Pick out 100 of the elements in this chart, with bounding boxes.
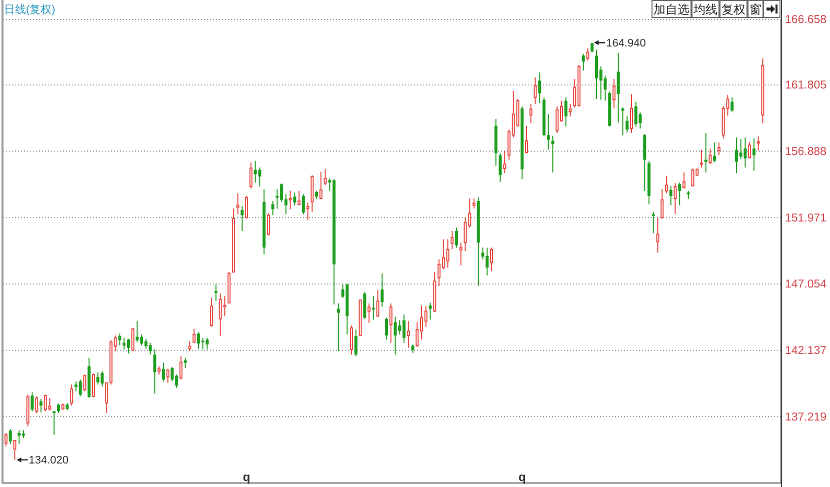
candlestick [538, 72, 542, 104]
candlestick [306, 202, 310, 220]
candlestick [730, 96, 734, 112]
candlestick [664, 175, 668, 194]
candlestick [218, 292, 222, 337]
candlestick [529, 104, 532, 124]
candlestick [708, 148, 712, 165]
candlestick [717, 142, 720, 156]
candlestick [96, 372, 100, 386]
y-tick-label: 161.805 [785, 80, 827, 92]
candlestick [83, 374, 86, 392]
y-tick-label: 137.219 [785, 411, 827, 424]
candlestick [525, 125, 528, 154]
x-tick-label: q [242, 470, 250, 484]
candlestick [428, 302, 432, 320]
candlestick [48, 397, 52, 412]
candlestick [118, 333, 122, 346]
candlestick [30, 392, 34, 412]
candlestick [162, 362, 165, 382]
candlestick [223, 296, 226, 317]
candlestick [634, 101, 638, 127]
candlestick [372, 296, 375, 320]
candlestick [105, 382, 108, 414]
candlestick [126, 338, 130, 354]
candlestick [376, 290, 380, 318]
candlestick [582, 53, 585, 72]
candlestick [704, 132, 708, 173]
candlestick [184, 357, 187, 368]
candlestick [472, 198, 476, 210]
y-tick-label: 147.054 [785, 278, 828, 291]
candlestick [249, 162, 252, 190]
candlestick [214, 284, 218, 302]
candlestick [503, 150, 506, 174]
candlestick [78, 379, 82, 397]
candlestick [298, 190, 301, 206]
x-tick-label: q [518, 470, 526, 484]
candlestick [100, 370, 104, 387]
candlestick [394, 316, 397, 355]
candlestick [406, 320, 410, 348]
y-tick-label: 142.137 [785, 344, 827, 357]
candlestick [691, 168, 694, 187]
button: 均线 [692, 0, 720, 18]
candlestick [324, 168, 327, 186]
candlestick [739, 138, 742, 160]
candlestick [498, 152, 502, 182]
candlestick [446, 238, 450, 268]
candlestick [674, 182, 677, 215]
candlestick [240, 205, 244, 232]
candlestick [652, 211, 655, 234]
candlestick [18, 430, 21, 444]
candlestick [660, 188, 664, 220]
candlestick [385, 317, 388, 340]
candlestick [148, 342, 152, 356]
candlestick [590, 42, 594, 53]
y-tick-label: 166.658 [785, 14, 827, 26]
candlestick [398, 320, 402, 335]
button: 复权 [720, 0, 748, 18]
candlestick [258, 166, 262, 187]
candlestick [368, 302, 371, 324]
candlestick [656, 217, 660, 254]
candlestick [424, 306, 428, 328]
candlestick [713, 142, 716, 163]
candlestick [556, 106, 559, 134]
y-tick-label: 151.971 [785, 212, 827, 224]
candlestick [616, 52, 620, 123]
candlestick [166, 368, 170, 384]
candlestick [254, 160, 257, 184]
candlestick [39, 398, 42, 413]
candlestick [534, 76, 537, 105]
candlestick [551, 135, 554, 173]
candlestick [56, 403, 60, 414]
candlestick [35, 396, 38, 414]
candlestick [266, 212, 270, 236]
candlestick [748, 141, 752, 159]
candlestick [170, 366, 174, 382]
candlestick [700, 149, 703, 168]
candlestick [336, 302, 340, 352]
candlestick [70, 384, 74, 406]
button: 加自选 [652, 0, 692, 18]
candlestick [13, 439, 16, 460]
candlestick [678, 182, 682, 206]
candlestick [350, 324, 354, 356]
candlestick [744, 136, 747, 168]
candlestick [459, 242, 462, 266]
candlestick [389, 302, 392, 344]
candlestick [8, 428, 12, 444]
candlestick [546, 114, 550, 150]
candlestick [380, 272, 384, 308]
candlestick [354, 329, 358, 357]
candlestick [682, 172, 686, 190]
candlestick [630, 94, 633, 134]
candlestick [245, 195, 248, 220]
candlestick [271, 200, 274, 216]
candlestick [131, 327, 134, 352]
candlestick [455, 227, 458, 248]
button: 窗 [748, 0, 764, 18]
candlestick [626, 115, 629, 133]
candlestick [153, 348, 156, 394]
candlestick [756, 136, 760, 152]
candlestick [302, 194, 305, 215]
